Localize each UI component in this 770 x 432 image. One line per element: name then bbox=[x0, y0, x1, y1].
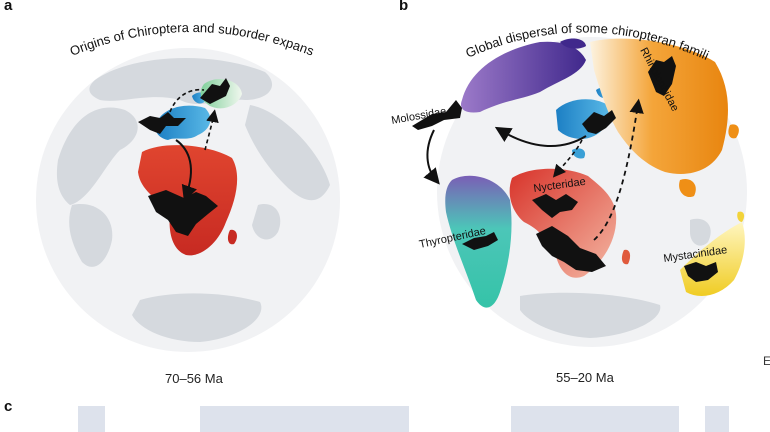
bat-silhouette-nycteridae bbox=[532, 194, 578, 218]
panel-a-globe bbox=[36, 48, 340, 352]
north-america-region-b bbox=[460, 41, 586, 113]
panel-a-letter: a bbox=[4, 0, 13, 14]
asia-region-b bbox=[590, 38, 728, 174]
panel-c-bar-1 bbox=[78, 406, 105, 432]
panel-c-letter: c bbox=[4, 398, 13, 415]
panel-a-title: Origins of Chiroptera and suborder expan… bbox=[0, 0, 317, 59]
bat-silhouette-europe-a bbox=[138, 112, 186, 134]
bat-silhouette-molossidae bbox=[412, 100, 462, 130]
panel-b-globe bbox=[412, 37, 747, 347]
globe-maps: Origins of Chiroptera and suborder expan… bbox=[0, 0, 747, 352]
panel-b-time-label: 55–20 Ma bbox=[556, 370, 614, 385]
bat-silhouette-asia-a bbox=[200, 78, 230, 104]
bat-silhouette-africa-a bbox=[148, 190, 218, 236]
panel-c-bar-2 bbox=[200, 406, 409, 432]
bat-silhouette-europe-b bbox=[582, 110, 616, 134]
panel-b-letter: b bbox=[399, 0, 409, 14]
bat-silhouette-mystacinidae bbox=[684, 262, 718, 282]
africa-region-b bbox=[509, 168, 617, 278]
bat-silhouette-thyropteridae bbox=[462, 232, 498, 250]
bat-silhouette-africa-b bbox=[536, 226, 606, 272]
bat-silhouette-rhinolophidae bbox=[648, 56, 676, 96]
edge-letter: E bbox=[763, 354, 770, 368]
panel-c-bar-3 bbox=[511, 406, 679, 432]
panel-c-bar-4 bbox=[705, 406, 729, 432]
panel-a-time-label: 70–56 Ma bbox=[165, 371, 223, 386]
